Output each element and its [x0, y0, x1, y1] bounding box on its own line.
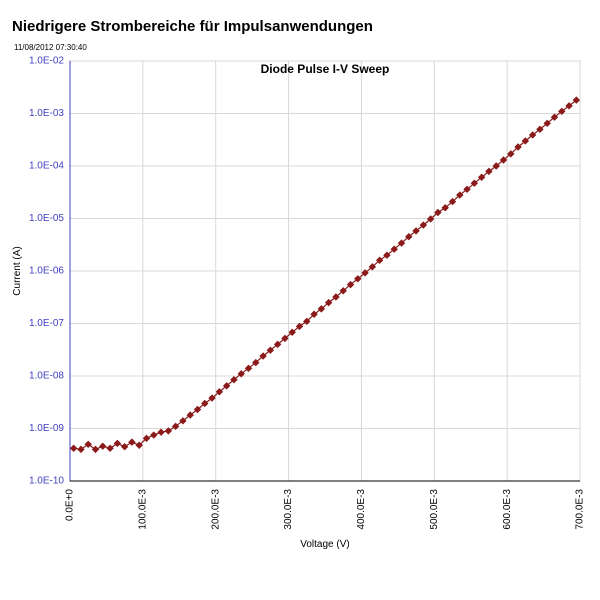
x-tick-label: 200.0E-3 [210, 489, 221, 530]
x-tick-label: 0.0E+0 [65, 489, 76, 521]
x-tick-label: 400.0E-3 [356, 489, 367, 530]
y-tick-label: 1.0E-07 [29, 318, 64, 329]
x-tick-label: 100.0E-3 [137, 489, 148, 530]
timestamp-label: 11/08/2012 07:30:40 [14, 43, 87, 52]
x-axis-label: Voltage (V) [300, 539, 349, 550]
y-tick-label: 1.0E-02 [29, 56, 64, 67]
y-tick-label: 1.0E-09 [29, 423, 64, 434]
y-tick-label: 1.0E-04 [29, 161, 64, 172]
chart-title: Diode Pulse I-V Sweep [261, 62, 390, 76]
y-tick-label: 1.0E-06 [29, 266, 64, 277]
y-tick-label: 1.0E-05 [29, 213, 64, 224]
x-tick-label: 300.0E-3 [283, 489, 294, 530]
y-tick-label: 1.0E-08 [29, 371, 64, 382]
y-axis-label: Current (A) [12, 246, 23, 295]
chart-svg: 1.0E-10 1.0E-09 1.0E-08 1.0E-07 1.0E-06 1.0E-… [0, 41, 600, 561]
x-tick-label: 700.0E-3 [575, 489, 586, 530]
y-tick-label: 1.0E-10 [29, 476, 64, 487]
x-tick-label: 500.0E-3 [429, 489, 440, 530]
x-tick-label: 600.0E-3 [502, 489, 513, 530]
chart-container: 11/08/2012 07:30:40 1.0E-10 1.0E-09 1.0E-0… [0, 41, 600, 581]
y-tick-label: 1.0E-03 [29, 108, 64, 119]
page-heading: Niedrigere Strombereiche für Impulsanwen… [0, 0, 600, 41]
